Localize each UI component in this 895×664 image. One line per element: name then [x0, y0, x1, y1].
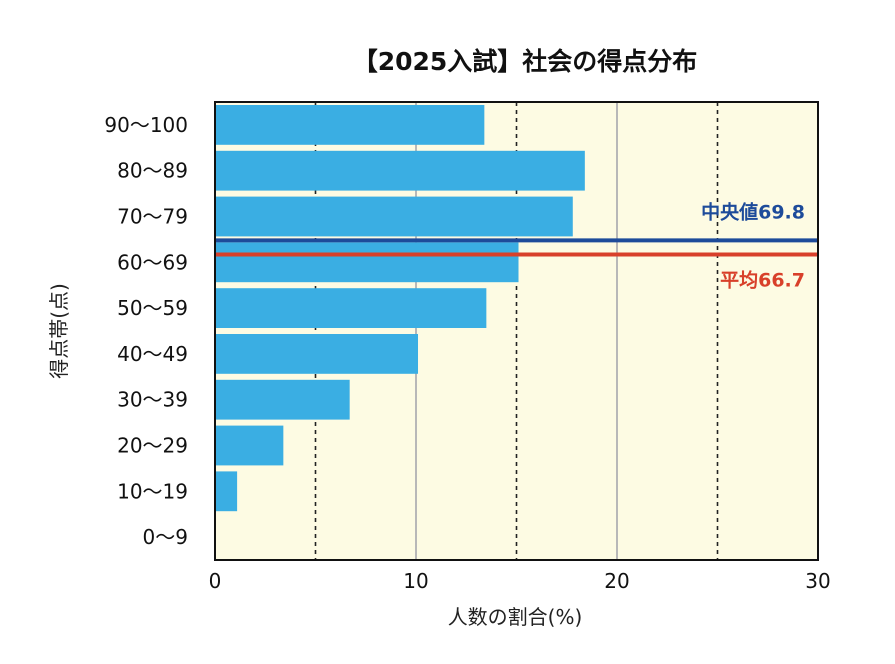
- bar: [215, 334, 419, 374]
- chart-title: 【2025入試】社会の得点分布: [353, 47, 698, 76]
- y-tick-label: 10〜19: [117, 479, 188, 503]
- x-tick-label: 30: [805, 569, 830, 593]
- x-tick-label: 0: [209, 569, 222, 593]
- reference-line-label: 平均66.7: [720, 269, 805, 292]
- y-tick-label: 40〜49: [117, 342, 188, 366]
- y-tick-labels: 90〜100 80〜89 70〜79 60〜69 50〜59 40〜49 30〜39 20〜2…: [104, 113, 188, 549]
- plot-frame: [214, 101, 819, 561]
- y-tick-label: 80〜89: [117, 159, 188, 183]
- bar: [215, 242, 519, 283]
- x-axis-label: 人数の割合(%): [448, 605, 583, 629]
- reference-line-label: 中央値69.8: [701, 200, 805, 223]
- y-tick-label: 30〜39: [117, 388, 188, 412]
- y-tick-label: 70〜79: [117, 205, 188, 229]
- y-tick-label: 60〜69: [117, 250, 188, 274]
- bars: [215, 105, 585, 512]
- bar: [215, 105, 485, 145]
- y-tick-label: 0〜9: [143, 525, 188, 549]
- x-tick-label: 20: [604, 569, 629, 593]
- y-tick-label: 20〜29: [117, 434, 188, 458]
- y-tick-label: 50〜59: [117, 296, 188, 320]
- reference-lines: 中央値69.8 平均66.7: [215, 200, 818, 292]
- bar: [215, 471, 238, 512]
- bar: [215, 196, 573, 237]
- x-tick-labels: 0 10 20 30: [209, 569, 831, 593]
- x-tick-label: 10: [403, 569, 428, 593]
- y-axis-label: 得点帯(点): [47, 283, 71, 379]
- bar: [215, 379, 350, 420]
- y-tick-label: 90〜100: [104, 113, 188, 137]
- bar: [215, 425, 284, 466]
- bar: [215, 150, 585, 191]
- bar: [215, 288, 487, 328]
